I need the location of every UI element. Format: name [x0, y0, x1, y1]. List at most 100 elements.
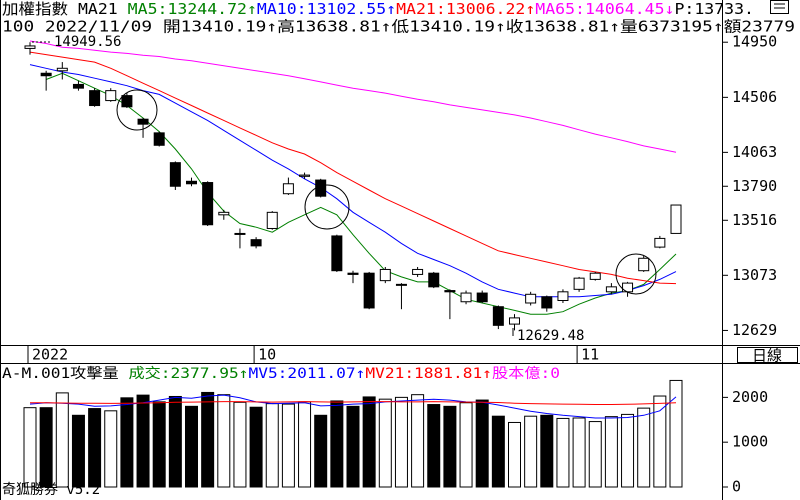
date-label: 11 [581, 346, 599, 364]
indicator-line [29, 40, 677, 153]
volume-bar [653, 395, 667, 488]
candle-body [121, 95, 133, 108]
volume-bar [669, 379, 683, 488]
candle-body [573, 277, 585, 290]
volume-bar [362, 396, 376, 488]
volume-bar [588, 421, 602, 488]
volume-bar [604, 416, 618, 488]
candle-body [89, 90, 101, 107]
volume-bar [201, 391, 215, 488]
volume-bar [330, 400, 344, 488]
candle-body [395, 283, 407, 286]
volume-bar [249, 406, 263, 488]
header-item: MA5:13244.72↑ [128, 0, 257, 18]
volume-bar [427, 404, 441, 488]
indicator-line [30, 401, 677, 405]
volume-bar [217, 394, 231, 488]
volume-bar [475, 399, 489, 488]
candle-body [250, 239, 262, 247]
volume-bar [233, 401, 247, 488]
candle-body [331, 235, 343, 272]
y-tick-label: 1000 [732, 433, 768, 451]
highlight-ring [304, 184, 350, 230]
candle-body [24, 45, 36, 49]
period-box[interactable] [737, 347, 798, 363]
candle-body [315, 179, 327, 197]
header-item: A-M.001攻擊量 [2, 365, 128, 382]
header-item: MA65:14064.45↓ [535, 0, 674, 18]
candle-body [153, 132, 165, 146]
candle-body [670, 204, 682, 234]
window-button[interactable] [770, 0, 789, 14]
highlight-ring [116, 89, 158, 131]
candle-body [105, 90, 117, 102]
indicator-line [29, 51, 677, 285]
plot-layer: 14950 14506 14063 13790 13516 13073 12629 2022 1… [23, 33, 777, 496]
candle-body [638, 257, 650, 272]
candle-body [557, 291, 569, 302]
volume-bar [88, 408, 102, 488]
header-item: MV5:2011.07↑ [248, 366, 365, 382]
volume-bar [637, 407, 651, 488]
volume-bar [39, 407, 53, 488]
volume-bar [524, 415, 538, 488]
candle-body [282, 183, 294, 195]
footer-label: 奇狐勝券 v5.2 [2, 481, 100, 498]
y-tick-label: 13516 [732, 211, 777, 229]
volume-bar [23, 407, 37, 488]
candle-body [137, 118, 149, 125]
quote-header: 100 2022/11/09 開13410.19↑高13638.81↑低1341… [2, 18, 795, 36]
candle-body [347, 272, 359, 275]
volume-bar [120, 397, 134, 488]
candle-body [412, 268, 424, 275]
volume-bar [378, 398, 392, 488]
candle-body [169, 162, 181, 187]
y-tick-label: 12629 [732, 321, 777, 339]
date-label: 2022 [32, 346, 68, 364]
candle-body [605, 286, 617, 293]
candle-body [218, 211, 230, 216]
volume-bar [394, 396, 408, 488]
y-tick-label: 14506 [732, 88, 777, 106]
header-item: 股本億:0 [492, 366, 560, 382]
volume-bar [443, 405, 457, 488]
volume-bar [491, 415, 505, 488]
high-annotation: 14949.56 [54, 34, 121, 50]
candle-body [541, 296, 553, 309]
candle-body [72, 83, 84, 89]
candle-body [363, 272, 375, 309]
header-item: MV21:1881.81↑ [365, 366, 492, 382]
candle-body [492, 306, 504, 326]
candle-body [56, 67, 68, 72]
volume-bar [411, 394, 425, 488]
volume-bar [621, 413, 635, 488]
volume-bar [265, 403, 279, 488]
volume-bar [298, 401, 312, 488]
volume-bar [55, 392, 69, 488]
volume-bar [168, 395, 182, 488]
candle-body [266, 211, 278, 229]
candle-body [589, 272, 601, 280]
volume-bar [508, 421, 521, 488]
volume-bar [281, 403, 295, 488]
y-tick-label: 14063 [732, 143, 777, 161]
candle-body [379, 268, 391, 282]
candle-body [509, 317, 520, 325]
candle-body [428, 272, 440, 288]
candle-body [186, 180, 197, 185]
date-label: 10 [258, 346, 276, 364]
period-label[interactable]: 日線 [752, 347, 782, 365]
volume-bar [185, 405, 198, 488]
volume-bar [71, 414, 85, 488]
volume-bar [152, 401, 166, 488]
low-annotation: 12629.48 [517, 328, 584, 344]
volume-bar [556, 417, 570, 488]
header-item: 成交:2377.95↑ [128, 365, 248, 382]
header-item: MA10:13102.55↑ [257, 0, 396, 18]
y-tick-label: 2000 [732, 388, 768, 406]
volume-bar [136, 394, 150, 488]
y-tick-label: 14950 [732, 33, 777, 51]
candle-body [234, 232, 246, 235]
candle-body [460, 292, 472, 303]
